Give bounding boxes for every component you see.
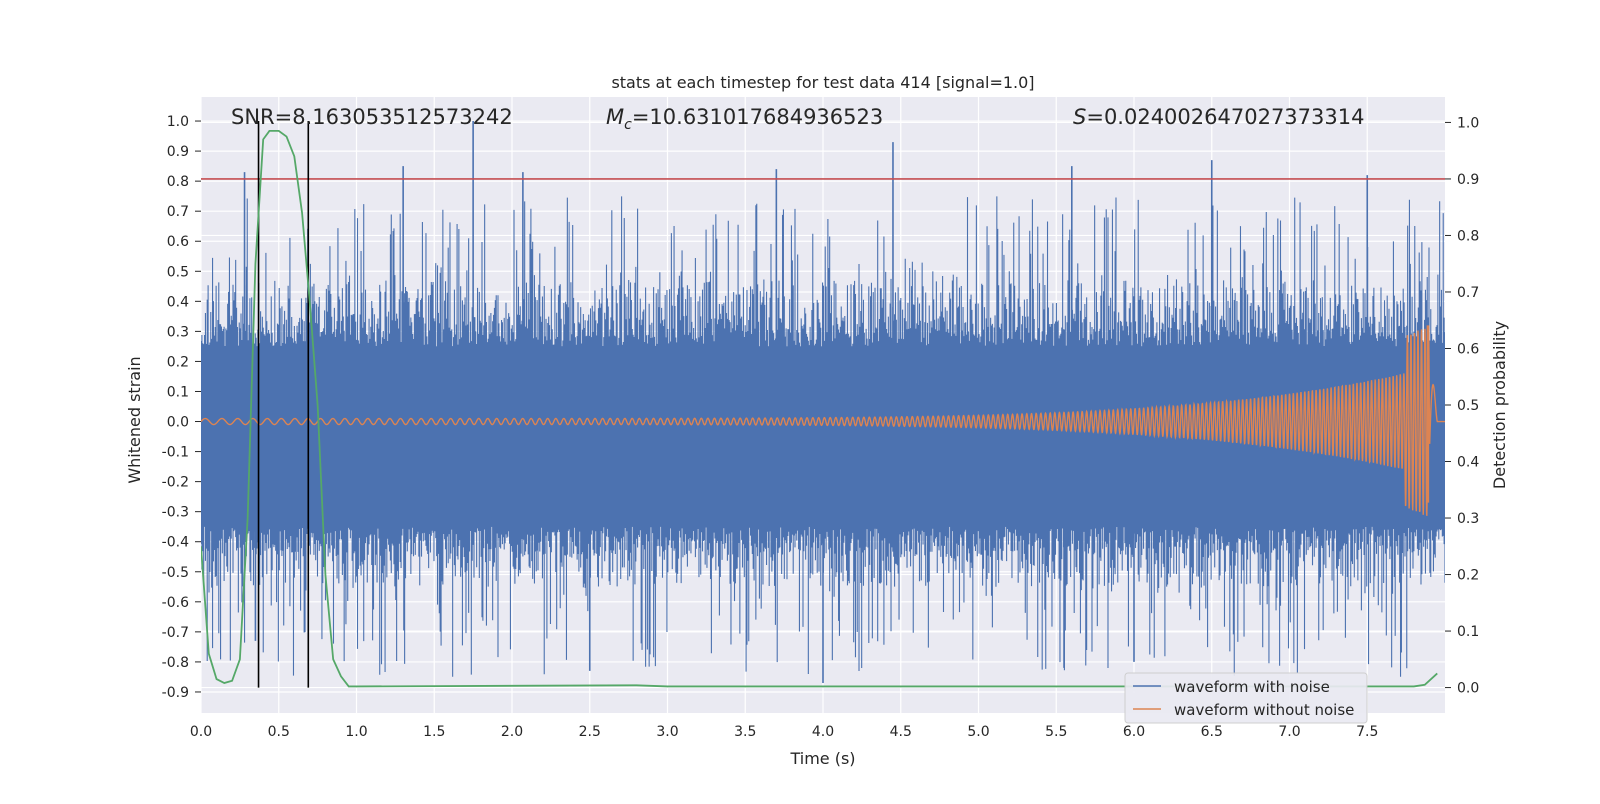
y-axis-label: Whitened strain — [125, 356, 144, 483]
mc-annotation: Mc=10.631017684936523 — [606, 105, 883, 133]
probability-line — [201, 130, 1438, 688]
legend-label-waveform-with-noise: waveform with noise — [1174, 678, 1330, 696]
plot-content — [201, 121, 1445, 688]
chirp-trace — [201, 325, 1445, 516]
x-axis-label: Time (s) — [789, 749, 855, 768]
legend-box — [1124, 672, 1368, 724]
x-tick-label: 2.5 — [579, 724, 601, 740]
s-symbol: S — [1073, 105, 1086, 129]
series-detection-probability — [201, 130, 1438, 688]
series-waveform-without-noise — [201, 325, 1445, 516]
y2-tick-label: 0.7 — [1457, 285, 1479, 301]
x-tick-label: 5.5 — [1045, 724, 1067, 740]
mc-value: =10.631017684936523 — [632, 105, 883, 129]
y2-tick-label: 0.9 — [1457, 172, 1479, 188]
x-tick-label: 0.5 — [268, 724, 290, 740]
legend-label-waveform-without-noise: waveform without noise — [1174, 701, 1354, 719]
x-axis-ticks: 0.0 0.5 1.0 1.5 2.0 2.5 3.0 3.5 4.0 4.5 5.0 5.5 6.0 6… — [190, 724, 1379, 740]
y-tick-label: 0.4 — [167, 294, 189, 310]
y-axis-ticks: 1.0 0.9 0.8 0.7 0.6 0.5 0.4 0.3 0.2 0.1 0.0 -0.1 -0.… — [162, 114, 201, 701]
chart-title: stats at each timestep for test data 414… — [611, 73, 1034, 92]
y-tick-label: 0.2 — [167, 354, 189, 370]
legend: waveform with noise waveform without noi… — [1124, 672, 1368, 724]
x-tick-label: 7.0 — [1278, 724, 1300, 740]
mc-symbol: M — [606, 105, 624, 129]
snr-annotation: SNR=8.163053512573242 — [231, 105, 513, 129]
x-tick-label: 5.0 — [967, 724, 989, 740]
x-tick-label: 0.0 — [190, 724, 212, 740]
x-tick-label: 1.5 — [423, 724, 445, 740]
y-tick-label: 0.6 — [167, 234, 189, 250]
y-tick-label: -0.5 — [162, 565, 189, 581]
y2-tick-label: 0.5 — [1457, 398, 1479, 414]
y2-tick-label: 0.2 — [1457, 568, 1479, 584]
y-tick-label: 0.0 — [167, 415, 189, 431]
y-tick-label: -0.2 — [162, 475, 189, 491]
y-tick-label: -0.9 — [162, 685, 189, 701]
x-tick-label: 4.0 — [812, 724, 834, 740]
y2-axis-label: Detection probability — [1490, 321, 1509, 489]
x-tick-label: 1.0 — [345, 724, 367, 740]
y-tick-label: 0.9 — [167, 144, 189, 160]
y-tick-label: -0.7 — [162, 625, 189, 641]
x-tick-label: 3.0 — [656, 724, 678, 740]
y-tick-label: 0.8 — [167, 174, 189, 190]
y-tick-label: -0.3 — [162, 505, 189, 521]
y-tick-label: 0.7 — [167, 204, 189, 220]
y-tick-label: 0.5 — [167, 264, 189, 280]
y-tick-label: -0.6 — [162, 595, 189, 611]
y-tick-label: -0.4 — [162, 535, 189, 551]
y2-tick-label: 0.4 — [1457, 455, 1479, 471]
y2-tick-label: 0.1 — [1457, 624, 1479, 640]
y2-tick-label: 0.3 — [1457, 511, 1479, 527]
y2-tick-label: 0.8 — [1457, 228, 1479, 244]
s-value: =0.024002647027373314 — [1086, 105, 1364, 129]
x-tick-label: 4.5 — [890, 724, 912, 740]
x-tick-label: 2.0 — [501, 724, 523, 740]
y2-tick-label: 0.6 — [1457, 341, 1479, 357]
y-tick-label: -0.1 — [162, 445, 189, 461]
mc-subscript: c — [624, 117, 632, 133]
s-annotation: S=0.024002647027373314 — [1073, 105, 1364, 129]
y2-tick-label: 1.0 — [1457, 115, 1479, 131]
y-tick-label: -0.8 — [162, 655, 189, 671]
y-tick-label: 1.0 — [167, 114, 189, 130]
x-tick-label: 7.5 — [1356, 724, 1378, 740]
x-tick-label: 6.5 — [1201, 724, 1223, 740]
y-tick-label: 0.1 — [167, 384, 189, 400]
y2-tick-label: 0.0 — [1457, 681, 1479, 697]
x-tick-label: 3.5 — [734, 724, 756, 740]
y2-axis-ticks: 1.0 0.9 0.8 0.7 0.6 0.5 0.4 0.3 0.2 0.1 0.0 — [1445, 115, 1479, 697]
x-tick-label: 6.0 — [1123, 724, 1145, 740]
y-tick-label: 0.3 — [167, 324, 189, 340]
